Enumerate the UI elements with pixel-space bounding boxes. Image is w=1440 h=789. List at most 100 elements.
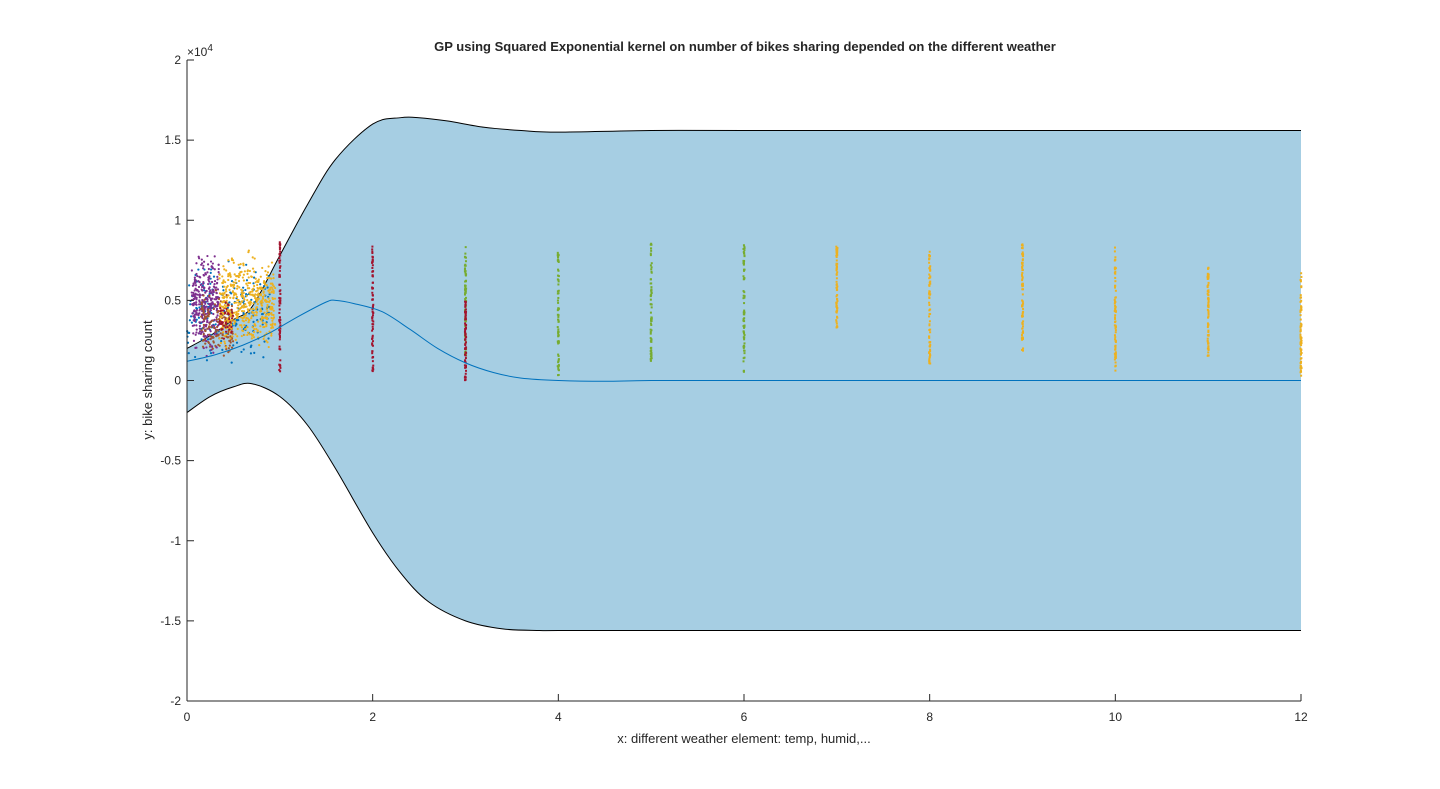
scatter-cluster-orange [218, 249, 277, 349]
scatter-point [1207, 298, 1210, 301]
scatter-point [272, 289, 275, 293]
scatter-point [224, 288, 228, 291]
scatter-point [225, 299, 228, 302]
scatter-point [201, 320, 204, 323]
scatter-point [242, 312, 245, 316]
scatter-cluster-red [218, 301, 235, 340]
scatter-point [262, 325, 265, 329]
scatter-point [227, 275, 230, 278]
scatter-point [214, 305, 217, 308]
scatter-point [206, 327, 209, 330]
scatter-point [463, 268, 466, 271]
scatter-point [261, 295, 265, 298]
scatter-point [835, 250, 838, 253]
scatter-point [279, 324, 282, 327]
scatter-point [253, 270, 256, 273]
scatter-point [208, 322, 211, 325]
scatter-point [372, 311, 375, 314]
scatter-point [928, 290, 931, 293]
scatter-point [278, 304, 281, 307]
scatter-point [193, 316, 197, 319]
scatter-point [743, 311, 746, 314]
scatter-point [265, 284, 268, 287]
scatter-point [216, 314, 219, 317]
scatter-point [273, 297, 277, 300]
scatter-point [371, 293, 374, 296]
scatter-point [213, 283, 216, 286]
scatter-point [1207, 277, 1210, 280]
scatter-point [929, 354, 932, 357]
scatter-point [266, 303, 269, 307]
scatter-point [465, 324, 468, 327]
scatter-point [210, 291, 213, 295]
scatter-point [464, 298, 467, 301]
scatter-point [1206, 322, 1209, 325]
scatter-point [371, 248, 374, 251]
scatter-point [187, 352, 190, 355]
y-exponent-label: ×104 [187, 43, 213, 59]
scatter-point [278, 296, 281, 299]
scatter-point [238, 274, 242, 277]
scatter-point [234, 278, 237, 281]
scatter-point [742, 290, 745, 293]
scatter-point [196, 289, 199, 292]
scatter-point [372, 303, 375, 306]
scatter-point [222, 331, 225, 334]
scatter-point [216, 329, 220, 332]
y-axis-label: y: bike sharing count [140, 320, 155, 440]
scatter-point [557, 301, 560, 304]
scatter-point [228, 339, 231, 342]
scatter-point [190, 291, 193, 294]
scatter-point [1299, 300, 1302, 303]
scatter-point [251, 307, 255, 311]
scatter-point [270, 332, 273, 335]
scatter-point [279, 321, 282, 324]
scatter-point [214, 328, 217, 331]
scatter-point [204, 302, 207, 305]
scatter-point [371, 314, 374, 317]
scatter-point [202, 289, 206, 292]
scatter-point [229, 283, 232, 286]
scatter-point [211, 347, 214, 350]
scatter-point [247, 321, 250, 324]
scatter-point [1114, 306, 1117, 309]
scatter-point [211, 262, 214, 265]
scatter-point [255, 311, 258, 314]
scatter-point [557, 332, 560, 335]
scatter-point [836, 300, 839, 302]
scatter-point [836, 307, 839, 310]
scatter-point [256, 286, 259, 290]
scatter-point [371, 319, 374, 322]
scatter-point [198, 281, 201, 284]
scatter-point [246, 331, 250, 334]
x-tick-label: 8 [926, 710, 933, 724]
scatter-point [1300, 366, 1303, 369]
scatter-point [211, 293, 215, 296]
x-tick-label: 6 [741, 710, 748, 724]
scatter-point [371, 367, 374, 370]
scatter-point [208, 290, 211, 293]
scatter-point [211, 303, 214, 306]
scatter-point [835, 269, 838, 272]
scatter-point [465, 351, 468, 354]
scatter-point [1114, 308, 1117, 311]
scatter-point [270, 326, 273, 330]
scatter-point [256, 279, 259, 283]
scatter-point [192, 303, 195, 306]
scatter-point [465, 346, 468, 349]
scatter-point [742, 370, 745, 373]
scatter-point [221, 334, 224, 337]
scatter-point [1207, 315, 1210, 318]
scatter-point [557, 256, 560, 259]
scatter-point [232, 296, 235, 299]
scatter-point [928, 336, 931, 339]
scatter-point [464, 285, 467, 288]
scatter-point [278, 331, 281, 334]
scatter-point [266, 341, 269, 344]
scatter-point [235, 301, 238, 304]
scatter-point [232, 344, 235, 347]
scatter-point [200, 338, 203, 341]
scatter-point [271, 296, 274, 300]
scatter-point [929, 362, 932, 365]
scatter-point [249, 352, 253, 355]
